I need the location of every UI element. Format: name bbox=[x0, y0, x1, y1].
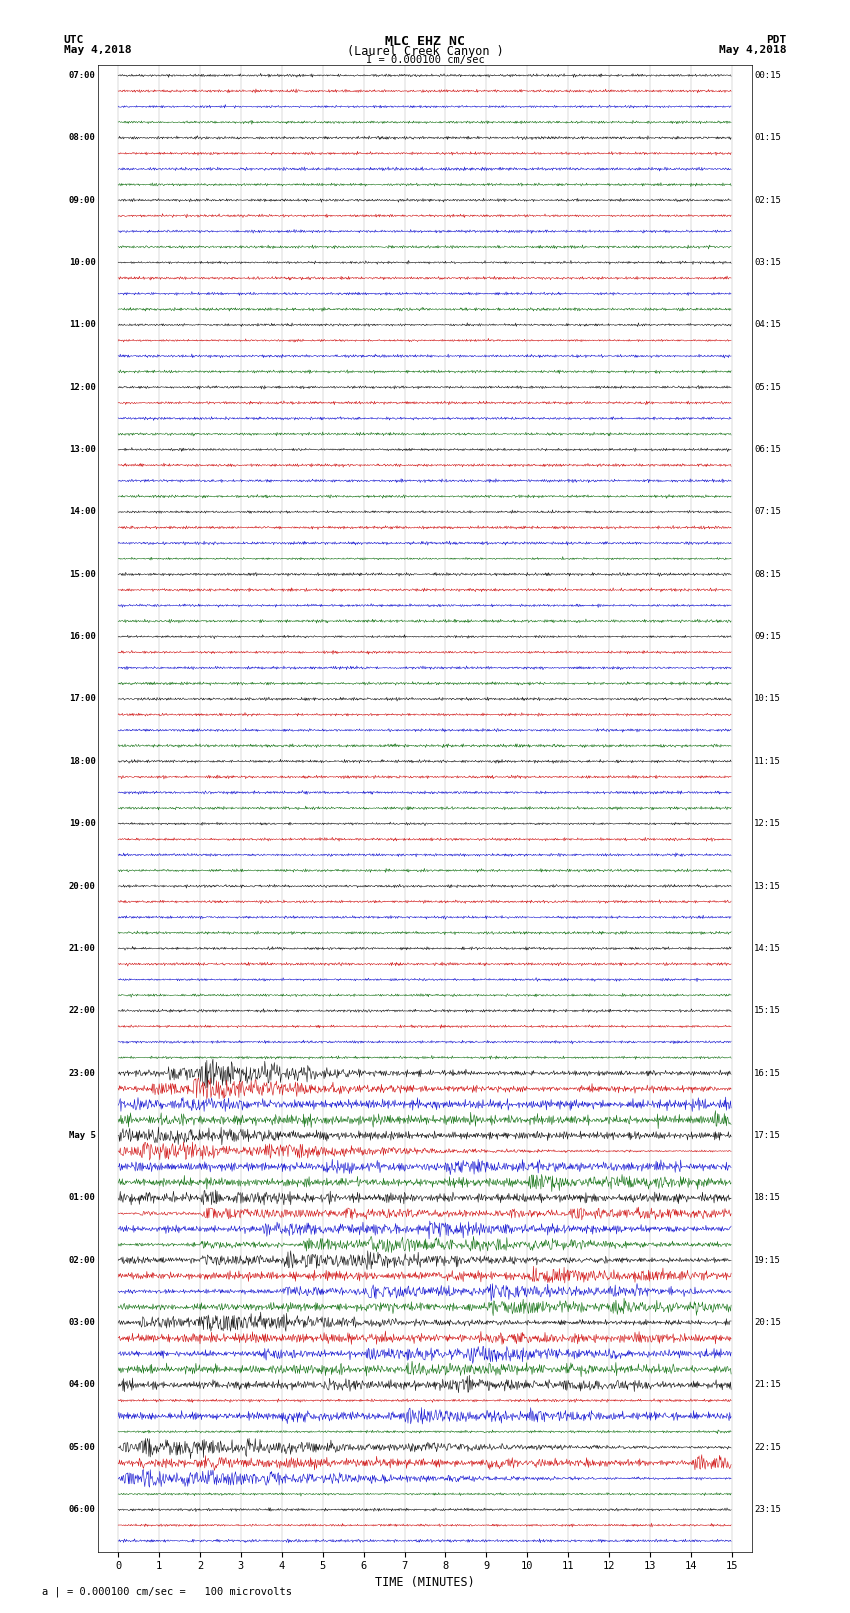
Text: 13:15: 13:15 bbox=[754, 882, 781, 890]
Text: 00:15: 00:15 bbox=[754, 71, 781, 81]
Text: 02:15: 02:15 bbox=[754, 195, 781, 205]
Text: 15:00: 15:00 bbox=[69, 569, 96, 579]
Text: 08:15: 08:15 bbox=[754, 569, 781, 579]
Text: 22:15: 22:15 bbox=[754, 1442, 781, 1452]
Text: May 4,2018: May 4,2018 bbox=[719, 45, 786, 55]
Text: 10:00: 10:00 bbox=[69, 258, 96, 268]
Text: MLC EHZ NC: MLC EHZ NC bbox=[385, 35, 465, 48]
Text: 12:15: 12:15 bbox=[754, 819, 781, 827]
Text: 07:00: 07:00 bbox=[69, 71, 96, 81]
Text: 06:00: 06:00 bbox=[69, 1505, 96, 1515]
Text: 01:00: 01:00 bbox=[69, 1194, 96, 1202]
Text: 12:00: 12:00 bbox=[69, 382, 96, 392]
Text: 14:15: 14:15 bbox=[754, 944, 781, 953]
Text: 05:15: 05:15 bbox=[754, 382, 781, 392]
Text: PDT: PDT bbox=[766, 35, 786, 45]
Text: 10:15: 10:15 bbox=[754, 695, 781, 703]
Text: 17:15: 17:15 bbox=[754, 1131, 781, 1140]
Text: 17:00: 17:00 bbox=[69, 695, 96, 703]
Text: 01:15: 01:15 bbox=[754, 134, 781, 142]
Text: 23:15: 23:15 bbox=[754, 1505, 781, 1515]
Text: 09:00: 09:00 bbox=[69, 195, 96, 205]
Text: 02:00: 02:00 bbox=[69, 1255, 96, 1265]
Text: 19:15: 19:15 bbox=[754, 1255, 781, 1265]
Text: 22:00: 22:00 bbox=[69, 1007, 96, 1015]
Text: 23:00: 23:00 bbox=[69, 1069, 96, 1077]
Text: 15:15: 15:15 bbox=[754, 1007, 781, 1015]
Text: 11:15: 11:15 bbox=[754, 756, 781, 766]
Text: 18:00: 18:00 bbox=[69, 756, 96, 766]
Text: a | = 0.000100 cm/sec =   100 microvolts: a | = 0.000100 cm/sec = 100 microvolts bbox=[42, 1586, 292, 1597]
Text: 18:15: 18:15 bbox=[754, 1194, 781, 1202]
Text: 04:15: 04:15 bbox=[754, 321, 781, 329]
Text: 13:00: 13:00 bbox=[69, 445, 96, 455]
Text: UTC: UTC bbox=[64, 35, 84, 45]
Text: 21:15: 21:15 bbox=[754, 1381, 781, 1389]
Text: 16:15: 16:15 bbox=[754, 1069, 781, 1077]
Text: 20:00: 20:00 bbox=[69, 882, 96, 890]
Text: 03:15: 03:15 bbox=[754, 258, 781, 268]
Text: May 5: May 5 bbox=[69, 1131, 96, 1140]
Text: I = 0.000100 cm/sec: I = 0.000100 cm/sec bbox=[366, 55, 484, 65]
Text: 08:00: 08:00 bbox=[69, 134, 96, 142]
Text: 09:15: 09:15 bbox=[754, 632, 781, 640]
Text: 16:00: 16:00 bbox=[69, 632, 96, 640]
Text: 05:00: 05:00 bbox=[69, 1442, 96, 1452]
Text: (Laurel Creek Canyon ): (Laurel Creek Canyon ) bbox=[347, 45, 503, 58]
Text: 14:00: 14:00 bbox=[69, 508, 96, 516]
Text: 07:15: 07:15 bbox=[754, 508, 781, 516]
Text: 11:00: 11:00 bbox=[69, 321, 96, 329]
Text: 19:00: 19:00 bbox=[69, 819, 96, 827]
Text: 20:15: 20:15 bbox=[754, 1318, 781, 1327]
Text: 04:00: 04:00 bbox=[69, 1381, 96, 1389]
X-axis label: TIME (MINUTES): TIME (MINUTES) bbox=[375, 1576, 475, 1589]
Text: 03:00: 03:00 bbox=[69, 1318, 96, 1327]
Text: 06:15: 06:15 bbox=[754, 445, 781, 455]
Text: May 4,2018: May 4,2018 bbox=[64, 45, 131, 55]
Text: 21:00: 21:00 bbox=[69, 944, 96, 953]
